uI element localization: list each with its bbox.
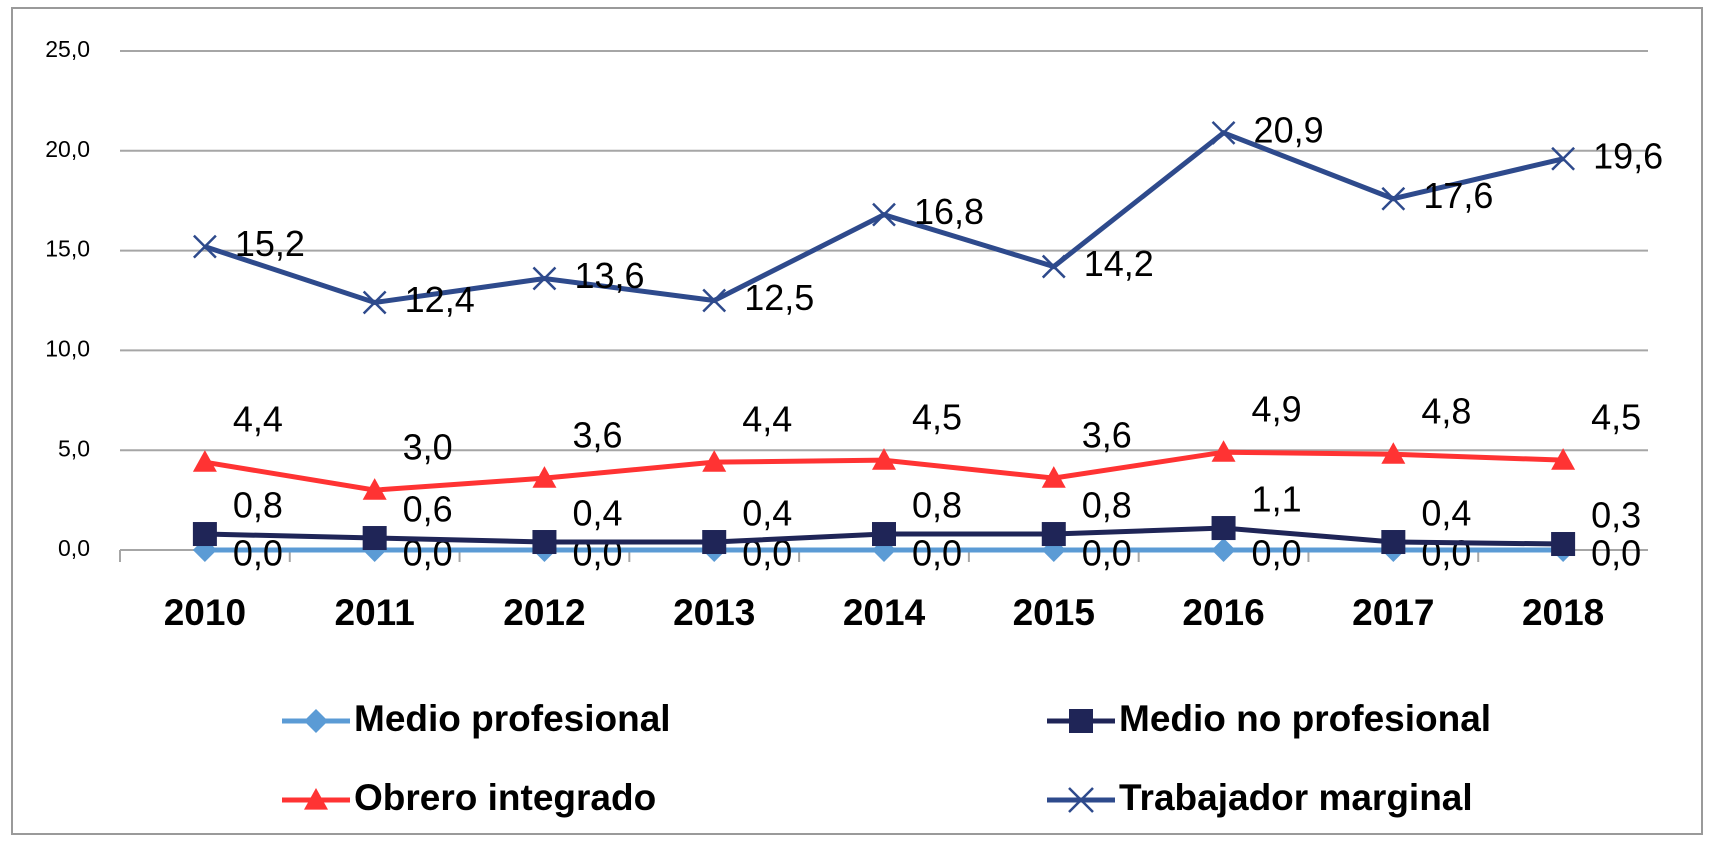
marker: [1041, 466, 1066, 488]
data-label: 4,5: [1591, 397, 1641, 438]
marker: [532, 530, 557, 555]
x-tick-label: 2013: [673, 592, 755, 633]
marker: [1041, 522, 1066, 547]
data-label: 17,6: [1423, 175, 1493, 216]
legend-label: Medio no profesional: [1119, 698, 1491, 739]
x-tick-label: 2016: [1182, 592, 1264, 633]
data-label: 0,0: [912, 533, 962, 574]
marker: [532, 266, 557, 291]
marker: [1211, 120, 1236, 145]
data-label: 0,0: [1082, 533, 1132, 574]
data-label: 0,0: [1252, 533, 1302, 574]
data-label: 12,5: [744, 277, 814, 318]
marker: [362, 290, 387, 315]
data-label: 19,6: [1593, 135, 1663, 176]
data-label: 0,0: [1591, 533, 1641, 574]
marker: [872, 522, 896, 547]
marker: [362, 478, 387, 500]
marker: [872, 202, 896, 227]
marker: [1551, 532, 1576, 557]
y-tick-label: 15,0: [45, 236, 90, 262]
data-label: 4,9: [1252, 389, 1302, 430]
marker: [872, 448, 896, 470]
data-label: 0,8: [912, 485, 962, 526]
data-label: 4,5: [912, 397, 962, 438]
x-tick-label: 2011: [335, 592, 415, 633]
y-tick-label: 0,0: [58, 535, 90, 561]
marker: [1211, 440, 1236, 462]
y-tick-label: 20,0: [45, 136, 90, 162]
data-label: 3,6: [1082, 415, 1132, 456]
marker: [304, 709, 328, 733]
marker: [1551, 146, 1575, 171]
marker: [362, 526, 387, 551]
x-tick-label: 2015: [1013, 592, 1095, 633]
data-label: 0,8: [233, 485, 283, 526]
marker: [1068, 787, 1094, 813]
marker: [702, 450, 727, 472]
data-label: 3,6: [572, 415, 622, 456]
data-label: 0,0: [233, 533, 283, 574]
x-tick-label: 2012: [503, 592, 585, 633]
data-label: 3,0: [403, 427, 453, 468]
marker: [1381, 530, 1406, 555]
y-tick-label: 10,0: [45, 335, 90, 361]
data-label: 0,0: [1421, 533, 1471, 574]
marker: [702, 288, 727, 313]
x-tick-label: 2017: [1352, 592, 1434, 633]
marker: [192, 450, 217, 472]
data-label: 0,6: [403, 489, 453, 530]
marker: [1381, 186, 1406, 211]
marker: [1381, 442, 1406, 464]
chart-border: [11, 7, 1703, 835]
data-label: 0,3: [1591, 495, 1641, 536]
marker: [1041, 254, 1066, 279]
data-label: 4,8: [1421, 391, 1471, 432]
x-tick-label: 2014: [843, 592, 926, 633]
marker: [193, 234, 217, 259]
data-label: 0,8: [1082, 485, 1132, 526]
data-label: 0,4: [1421, 493, 1471, 534]
data-label: 0,0: [572, 533, 622, 574]
data-label: 16,8: [914, 191, 984, 232]
y-tick-label: 5,0: [58, 435, 90, 461]
data-label: 0,4: [572, 493, 622, 534]
legend-label: Trabajador marginal: [1119, 777, 1473, 818]
data-label: 12,4: [405, 279, 475, 320]
x-tick-label: 2010: [164, 592, 246, 633]
marker: [192, 522, 217, 547]
marker: [1551, 448, 1576, 470]
x-tick-label: 2018: [1522, 592, 1604, 633]
data-label: 4,4: [233, 399, 283, 440]
y-tick-label: 25,0: [45, 36, 90, 62]
data-label: 20,9: [1254, 109, 1324, 150]
data-label: 14,2: [1084, 243, 1154, 284]
marker: [1211, 516, 1236, 541]
data-label: 0,4: [742, 493, 792, 534]
data-label: 13,6: [574, 255, 644, 296]
data-label: 1,1: [1252, 479, 1302, 520]
marker: [1069, 709, 1093, 733]
marker: [532, 466, 557, 488]
marker: [1211, 538, 1236, 562]
data-label: 15,2: [235, 223, 305, 264]
marker: [304, 788, 328, 810]
data-label: 4,4: [742, 399, 792, 440]
legend-label: Obrero integrado: [354, 777, 656, 818]
marker: [702, 530, 727, 555]
legend-label: Medio profesional: [354, 698, 671, 739]
